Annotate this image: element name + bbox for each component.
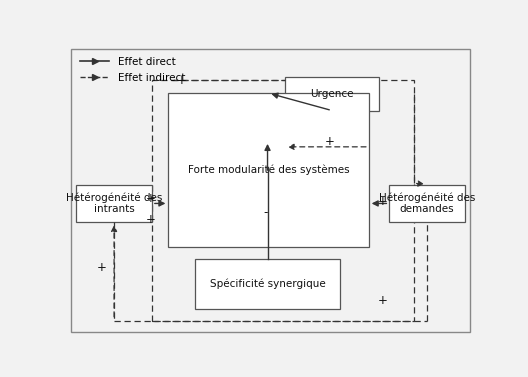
Text: Hétérogénéité des
demandes: Hétérogénéité des demandes bbox=[379, 192, 475, 215]
Bar bbox=[389, 185, 465, 222]
Text: Hétérogénéité des
intrants: Hétérogénéité des intrants bbox=[66, 192, 162, 215]
Text: +: + bbox=[325, 135, 335, 148]
Text: -: - bbox=[263, 206, 268, 219]
Bar bbox=[285, 77, 379, 110]
Text: +: + bbox=[176, 74, 186, 87]
Text: Urgence: Urgence bbox=[310, 89, 354, 99]
Text: +: + bbox=[146, 192, 156, 205]
Bar bbox=[76, 185, 152, 222]
Bar bbox=[152, 80, 414, 321]
Text: +: + bbox=[378, 294, 387, 307]
Text: Forte modularité des systèmes: Forte modularité des systèmes bbox=[188, 165, 350, 175]
Text: Spécificité synergique: Spécificité synergique bbox=[210, 279, 325, 289]
Text: +: + bbox=[378, 195, 387, 208]
Text: +: + bbox=[146, 213, 156, 227]
Bar bbox=[195, 259, 340, 310]
Bar bbox=[168, 93, 369, 247]
Text: +: + bbox=[97, 261, 107, 274]
Legend: Effet direct, Effet indirect: Effet direct, Effet indirect bbox=[80, 57, 185, 83]
